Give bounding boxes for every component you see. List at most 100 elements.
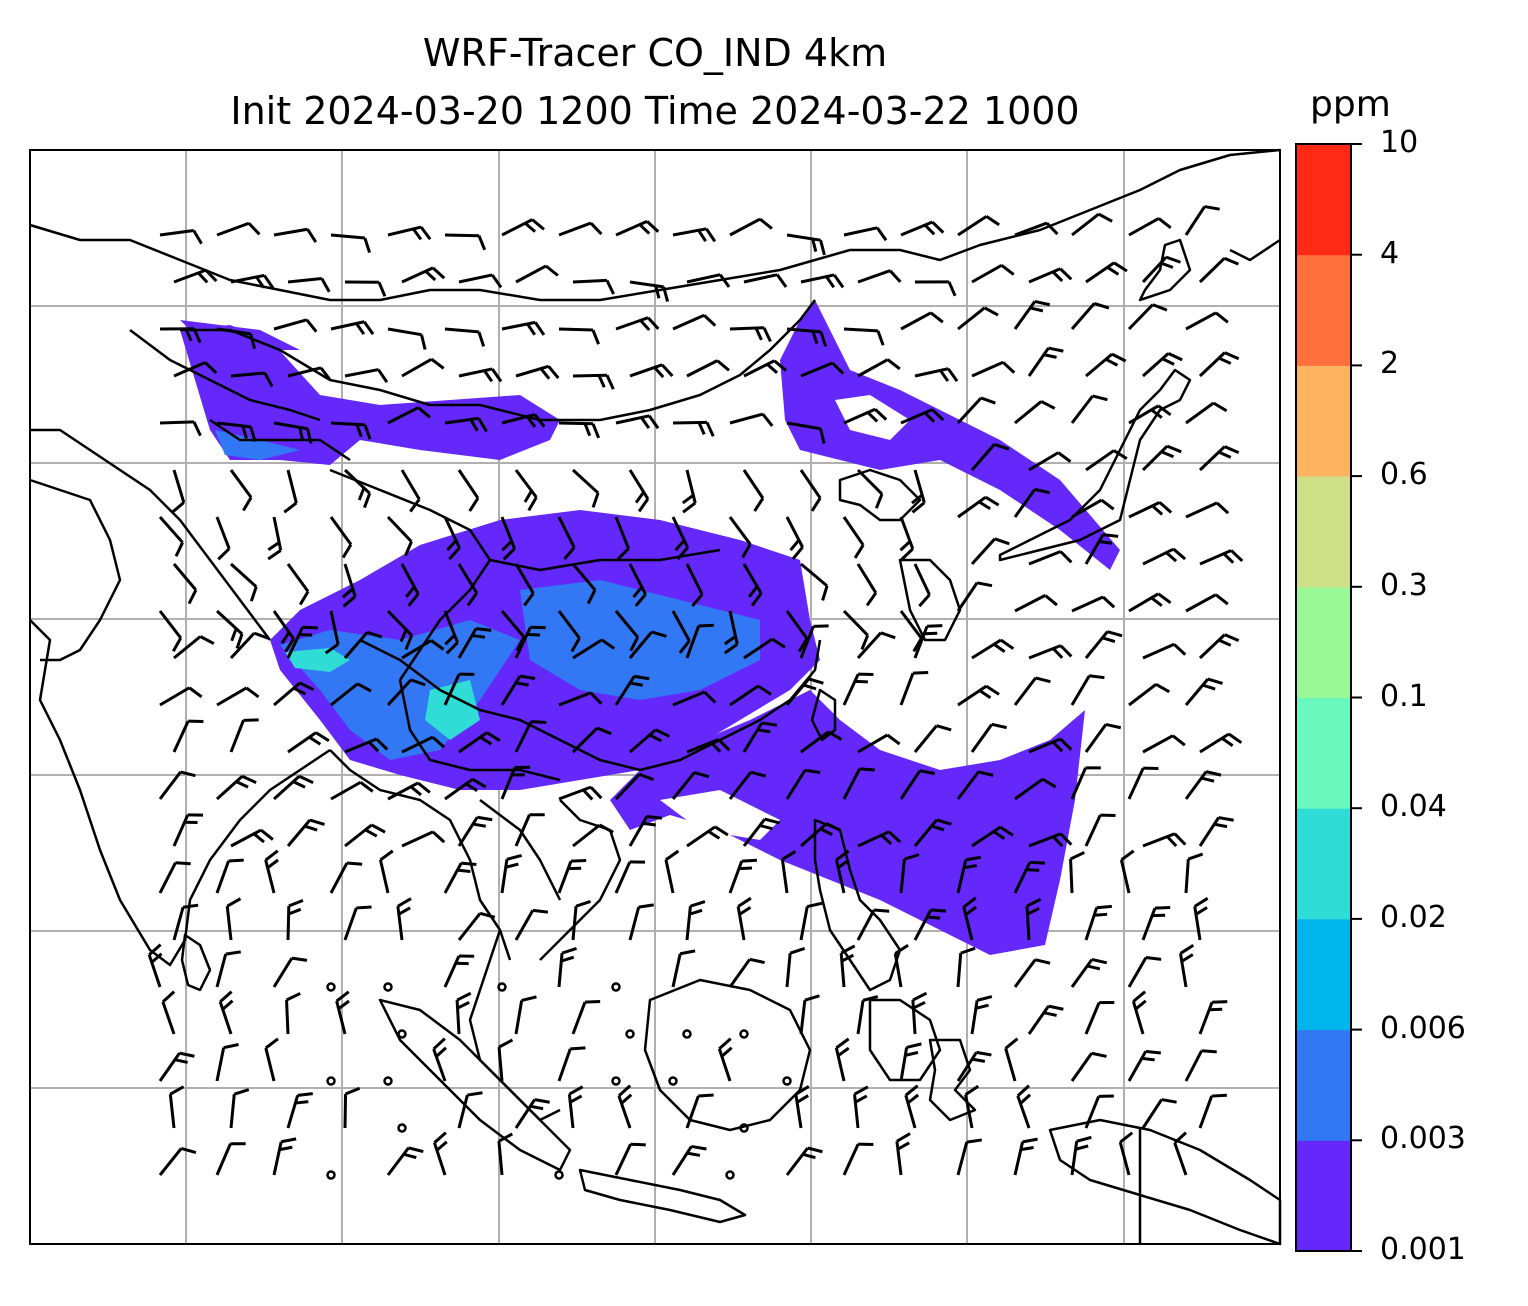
barb-flag [638,772,655,782]
barb-shaft [615,414,650,425]
barb-flag [288,907,302,916]
barb-flag [1218,638,1232,647]
barb-shaft [216,221,250,237]
barb-shaft [799,469,822,499]
wind-barb [1071,595,1116,613]
barb-flag [298,590,310,606]
barb-flag [999,638,1015,650]
wind-barb [685,1093,714,1129]
barb-flag [764,817,780,825]
wind-barb [329,516,353,559]
barb-shaft [956,952,963,988]
barb-flag [498,1038,514,1049]
colorbar-band [1296,808,1351,920]
wind-barb [856,995,879,1035]
wind-barb [629,728,671,754]
barb-flag [679,949,696,956]
barb-flag [228,858,244,863]
wind-barb [668,1076,678,1086]
barb-flag [560,955,575,963]
wind-barb [497,1038,514,1082]
barb-shaft [273,421,308,431]
barb-flag [1022,1137,1038,1144]
barb-flag [491,368,503,383]
barb-flag [521,995,537,1002]
barb-flag [1165,551,1178,563]
barb-shaft [857,733,889,754]
barb-flag [223,1043,239,1050]
barb-flag [638,223,651,235]
barb-flag [226,897,242,908]
barb-flag [1094,912,1108,917]
barb-flag [689,900,706,908]
coastline [398,679,561,782]
barb-flag [527,496,538,512]
barb-flag [750,770,767,778]
barb-shaft [685,906,692,941]
barb-shaft [264,859,276,894]
barb-flag [662,286,670,302]
coastline [129,329,321,422]
wind-barb [800,562,829,601]
colorbar-tick-label: 0.02 [1380,899,1447,935]
barb-flag [912,1000,926,1010]
barb-flag [1214,311,1229,324]
barb-flag [430,357,445,370]
wind-barb [957,684,1000,707]
barb-flag [1029,306,1044,313]
barb-shaft [853,1094,860,1129]
barb-flag [204,269,218,283]
colorbar-band [1296,1029,1351,1141]
wind-barb [956,1050,992,1082]
wind-barb [515,264,559,284]
wind-barb [899,1042,922,1082]
barb-flag [723,643,739,655]
barb-shaft [913,625,929,659]
barb-shaft [1173,1142,1188,1176]
barb-shaft [514,1000,524,1035]
barb-shaft [672,313,705,331]
wind-barb [1084,630,1123,659]
wind-barb [343,1086,361,1129]
barb-flag [646,316,660,330]
wind-barb [558,421,601,439]
barb-flag [299,681,315,692]
wind-barb [1070,674,1105,706]
barb-flag [582,788,594,801]
barb-flag [320,277,331,293]
wind-barb [957,306,999,331]
barb-flag [432,1037,446,1051]
wind-barb [785,610,809,653]
barb-shaft [729,684,760,707]
barb-flag [965,855,982,862]
wind-barb [743,273,788,288]
coastline [29,619,331,967]
barb-flag [1026,868,1040,872]
barb-shaft [1070,1141,1079,1176]
wind-barb [1028,550,1073,566]
barb-flag [1098,540,1113,545]
barb-flag [1000,264,1015,276]
barb-flag [192,229,203,245]
wind-barb [970,537,1010,566]
wind-barb [344,280,387,297]
barb-shaft [329,862,349,894]
barb-shaft [343,907,358,941]
colorbar-band [1296,254,1351,366]
barb-shaft [1070,958,1094,988]
calm-wind-circle [326,1076,336,1086]
barb-shaft [159,229,194,237]
barb-shaft [629,363,663,378]
barb-flag [1069,851,1085,861]
wind-barb [572,373,615,390]
wind-barb [557,946,577,988]
barb-shaft [1199,549,1232,566]
barb-flag [457,868,471,873]
barb-flag [1100,813,1116,818]
wind-barb [558,221,603,237]
barb-flag [853,544,865,559]
barb-flag [1218,356,1232,365]
barb-flag [362,320,375,335]
barb-flag [219,990,233,1003]
barb-flag [148,943,162,956]
